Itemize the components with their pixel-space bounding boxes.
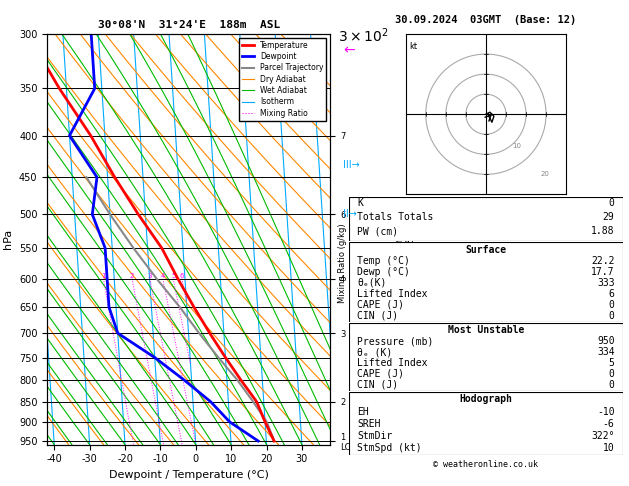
Text: kt: kt	[409, 42, 418, 51]
Text: 10: 10	[512, 142, 521, 149]
Text: ←: ←	[343, 44, 354, 58]
X-axis label: Dewpoint / Temperature (°C): Dewpoint / Temperature (°C)	[109, 470, 269, 480]
Text: 5: 5	[609, 358, 615, 368]
Y-axis label: hPa: hPa	[3, 229, 13, 249]
Text: Lifted Index: Lifted Index	[357, 289, 428, 299]
Text: 22.2: 22.2	[591, 256, 615, 266]
Text: 334: 334	[597, 347, 615, 357]
Text: Temp (°C): Temp (°C)	[357, 256, 410, 266]
Text: EH: EH	[357, 407, 369, 417]
Text: 10: 10	[603, 443, 615, 453]
Text: 0: 0	[609, 369, 615, 379]
Text: SREH: SREH	[357, 419, 381, 429]
Text: 29: 29	[603, 212, 615, 222]
Text: StmSpd (kt): StmSpd (kt)	[357, 443, 422, 453]
Text: 333: 333	[597, 278, 615, 288]
Text: CIN (J): CIN (J)	[357, 311, 398, 321]
Text: 0: 0	[609, 300, 615, 310]
Text: 1.88: 1.88	[591, 226, 615, 236]
Text: Lifted Index: Lifted Index	[357, 358, 428, 368]
Text: PW (cm): PW (cm)	[357, 226, 398, 236]
Text: 20: 20	[540, 171, 550, 177]
Text: K: K	[357, 198, 363, 208]
Text: Hodograph: Hodograph	[459, 394, 513, 404]
Text: 950: 950	[597, 336, 615, 347]
Text: 3: 3	[148, 273, 152, 279]
Text: Mixing Ratio (g/kg): Mixing Ratio (g/kg)	[338, 224, 347, 303]
Text: CAPE (J): CAPE (J)	[357, 369, 404, 379]
Text: θₑ (K): θₑ (K)	[357, 347, 392, 357]
Text: © weatheronline.co.uk: © weatheronline.co.uk	[433, 460, 538, 469]
Text: 0: 0	[609, 380, 615, 390]
Text: -10: -10	[597, 407, 615, 417]
Text: 1: 1	[101, 273, 106, 279]
Text: StmDir: StmDir	[357, 431, 392, 441]
Text: CAPE (J): CAPE (J)	[357, 300, 404, 310]
Text: III→: III→	[343, 160, 360, 170]
Text: Totals Totals: Totals Totals	[357, 212, 433, 222]
Text: 0: 0	[609, 311, 615, 321]
Text: II→: II→	[343, 209, 357, 219]
Y-axis label: km
ASL: km ASL	[394, 230, 416, 248]
Text: 322°: 322°	[591, 431, 615, 441]
Text: Pressure (mb): Pressure (mb)	[357, 336, 433, 347]
Text: 2: 2	[130, 273, 134, 279]
Text: θₑ(K): θₑ(K)	[357, 278, 387, 288]
Legend: Temperature, Dewpoint, Parcel Trajectory, Dry Adiabat, Wet Adiabat, Isotherm, Mi: Temperature, Dewpoint, Parcel Trajectory…	[239, 38, 326, 121]
Text: 0: 0	[609, 198, 615, 208]
Title: 30°08'N  31°24'E  188m  ASL: 30°08'N 31°24'E 188m ASL	[97, 20, 280, 31]
Text: 30.09.2024  03GMT  (Base: 12): 30.09.2024 03GMT (Base: 12)	[395, 15, 577, 25]
Text: 5: 5	[171, 273, 175, 279]
Text: 6: 6	[609, 289, 615, 299]
Text: -6: -6	[603, 419, 615, 429]
Text: Most Unstable: Most Unstable	[448, 326, 524, 335]
Text: 6: 6	[180, 273, 184, 279]
Text: CIN (J): CIN (J)	[357, 380, 398, 390]
Text: 4: 4	[160, 273, 165, 279]
Text: Dewp (°C): Dewp (°C)	[357, 267, 410, 277]
Text: Surface: Surface	[465, 245, 506, 255]
Text: 17.7: 17.7	[591, 267, 615, 277]
